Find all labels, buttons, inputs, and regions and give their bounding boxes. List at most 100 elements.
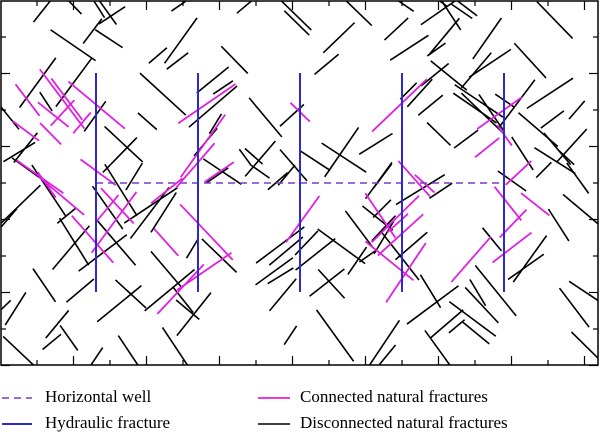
legend-label: Hydraulic fracture [45,413,170,432]
natural-fracture [150,250,182,288]
connected-fracture [79,158,117,186]
connected-fracture [397,160,431,198]
natural-fracture [196,66,230,94]
natural-fracture [170,1,188,12]
natural-fracture [220,45,249,75]
connected-fracture [16,159,64,194]
natural-fracture [450,3,473,20]
natural-fracture [268,236,304,266]
natural-fracture [556,128,588,163]
natural-fracture [380,230,420,281]
natural-fracture [547,208,570,242]
natural-fracture [129,187,170,239]
natural-fracture [536,1,574,39]
natural-fracture [430,60,468,91]
natural-fracture [456,1,478,17]
natural-fracture [468,48,512,78]
natural-fracture [309,268,345,297]
natural-fracture [4,291,27,326]
natural-fracture [424,329,451,365]
connected-fracture [175,142,216,189]
natural-fracture [267,172,289,191]
connected-fracture [176,252,232,291]
natural-fracture [255,257,294,286]
natural-fracture [395,173,446,206]
natural-fracture [323,126,360,178]
natural-fracture [248,97,283,138]
natural-fracture [39,91,53,112]
connected-fracture [36,171,57,199]
natural-fracture [280,1,312,31]
connected-fracture [14,83,41,117]
natural-fracture [428,182,453,199]
natural-fracture [440,1,462,31]
natural-fracture [399,82,418,100]
natural-fracture [294,230,319,256]
natural-fracture [322,22,356,54]
natural-fracture [373,220,395,255]
natural-fracture [137,112,158,131]
natural-fracture [98,1,118,25]
natural-fracture [65,278,95,303]
legend-label: Connected natural fractures [300,387,488,406]
connected-fracture [38,176,85,216]
natural-fracture [317,268,346,299]
connected-fracture [95,194,120,223]
natural-fracture [358,132,393,155]
natural-fracture [96,285,142,323]
connected-fracture [371,195,420,243]
natural-fracture [299,149,331,172]
connected-fracture [520,192,550,217]
natural-fracture [371,215,397,242]
natural-fracture [558,287,590,328]
natural-fracture [244,147,264,165]
natural-fracture [321,142,367,173]
natural-fracture [144,268,196,312]
natural-fracture [283,325,298,346]
natural-fracture [163,17,198,64]
natural-fracture [358,249,378,263]
connected-fracture [474,137,500,159]
connected-fracture [50,77,84,121]
natural-fracture [250,164,271,179]
natural-fracture [462,321,490,345]
natural-fracture [469,279,487,307]
natural-fracture [420,1,457,26]
natural-fracture [208,113,223,135]
connected-fracture [156,263,205,315]
natural-fracture [570,331,598,360]
natural-fracture [438,1,448,8]
natural-fracture [255,226,305,264]
natural-fracture [526,77,574,110]
connected-fracture [476,96,523,130]
natural-fracture [383,17,409,41]
natural-fracture [517,112,559,148]
legend-label: Disconnected natural fractures [300,413,508,432]
hydraulic-fractures [95,73,505,292]
natural-fracture [31,164,67,218]
natural-fracture [123,187,178,224]
natural-fracture [507,253,545,281]
natural-fracture [1,299,12,311]
natural-fracture [1,105,20,130]
natural-fracture [347,246,368,275]
connected-fracture [204,161,235,183]
natural-fracture [535,161,552,179]
connected-fracture [450,236,492,283]
connected-fracture [491,231,533,264]
natural-fracture [313,53,340,75]
natural-fracture [206,167,229,184]
natural-fracture [512,235,548,283]
natural-fracture [150,192,177,233]
connected-fracture [179,203,234,261]
connected-fracture [37,101,70,128]
natural-fracture [394,231,428,261]
legend-label: Horizontal well [45,387,151,406]
natural-fracture [295,237,336,271]
natural-fracture [94,28,124,49]
natural-fracture [175,299,200,320]
natural-fracture [82,18,103,44]
connected-fracture [100,187,135,225]
connected-fracture [493,186,523,222]
connected-fracture [177,83,237,125]
